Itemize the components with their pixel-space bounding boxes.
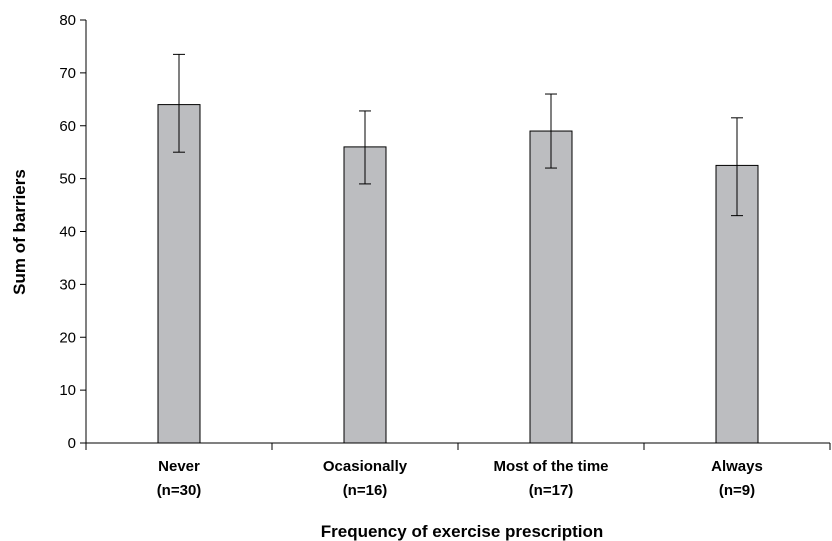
category-labels: Never (n=30) Ocasionally (n=16) Most of the … (157, 458, 763, 499)
error-bars (173, 53, 743, 217)
y-tick-label: 0 (68, 435, 76, 452)
y-tick-label: 30 (59, 276, 76, 293)
category-label: Never (158, 458, 200, 475)
category-n-label: (n=9) (719, 482, 755, 499)
category-n-label: (n=30) (157, 482, 202, 499)
category-label: Always (711, 458, 763, 475)
bar (343, 146, 387, 444)
y-tick-label: 20 (59, 329, 76, 346)
x-axis (85, 442, 831, 450)
y-tick-label: 40 (59, 224, 76, 241)
y-axis: 0 10 20 30 40 50 60 70 80 (59, 12, 87, 452)
category-label: Ocasionally (323, 458, 408, 475)
y-tick-label: 60 (59, 118, 76, 135)
category-label: Most of the time (494, 458, 609, 475)
bars (157, 104, 759, 444)
y-axis-title: Sum of barriers (10, 169, 29, 295)
category-n-label: (n=16) (343, 482, 388, 499)
category-n-label: (n=17) (529, 482, 574, 499)
bar (157, 104, 201, 444)
y-tick-label: 50 (59, 171, 76, 188)
y-tick-label: 70 (59, 65, 76, 82)
y-tick-label: 80 (59, 12, 76, 29)
bar (529, 130, 573, 444)
x-axis-title: Frequency of exercise prescription (321, 522, 604, 541)
bar (715, 164, 759, 444)
y-tick-label: 10 (59, 382, 76, 399)
